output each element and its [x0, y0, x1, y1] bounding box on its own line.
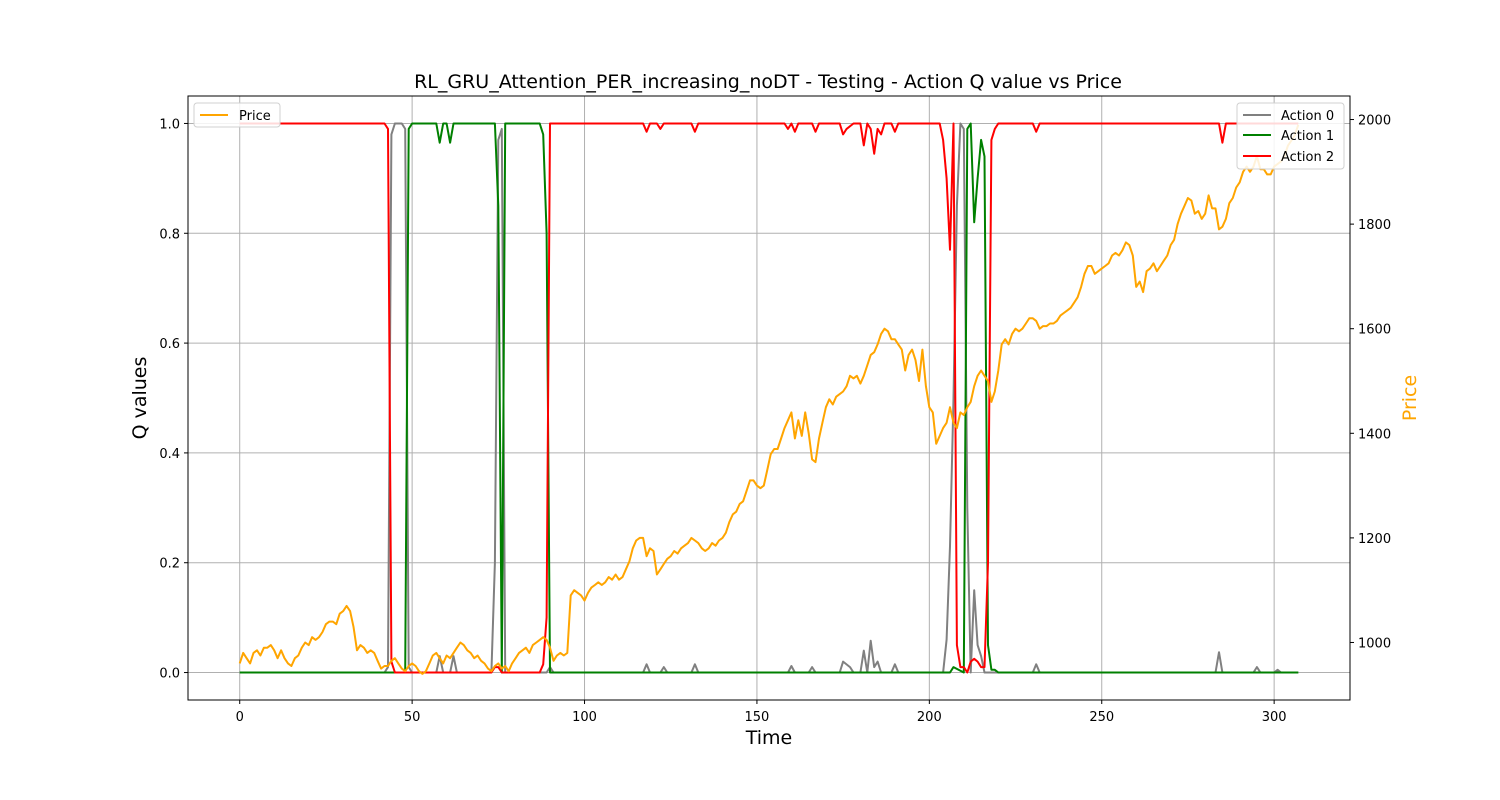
y-tick-label: 0.8	[159, 227, 180, 242]
plot-frame	[187, 95, 1351, 701]
x-axis-ticks: 0 50 100 150 200 250 300	[236, 700, 1287, 725]
right-y-tick-label: 1600	[1358, 323, 1391, 338]
series-line-price	[238, 124, 1300, 675]
x-tick-label: 300	[1262, 710, 1287, 725]
legend-price: Price	[193, 102, 281, 128]
x-axis-label: Time	[745, 727, 793, 749]
right-y-tick-label: 2000	[1358, 114, 1391, 129]
y-axis-label: Q values	[129, 357, 151, 440]
price-series	[238, 124, 1300, 675]
y-axis-ticks: 0.0 0.2 0.4 0.6 0.8 1.0	[159, 117, 188, 682]
right-y-tick-label: 1400	[1358, 427, 1391, 442]
chart-title: RL_GRU_Attention_PER_increasing_noDT - T…	[414, 71, 1122, 93]
series-line-action-1	[239, 122, 1299, 674]
legend-actions-box	[1236, 102, 1345, 170]
series-line-action-0	[239, 122, 1299, 674]
right-y-tick-label: 1200	[1358, 532, 1391, 547]
legend-price-box	[193, 102, 281, 128]
y-tick-label: 0.0	[159, 667, 180, 682]
q-value-series	[239, 122, 1299, 674]
legend-action0-label: Action 0	[1281, 109, 1334, 124]
legend-price-label: Price	[239, 109, 271, 124]
x-tick-label: 0	[236, 710, 244, 725]
series-line-action-2	[239, 122, 1299, 674]
x-tick-label: 250	[1089, 710, 1114, 725]
y-tick-label: 0.6	[159, 337, 180, 352]
x-tick-label: 50	[404, 710, 421, 725]
right-y-axis-ticks: 1000 1200 1400 1600 1800 2000	[1350, 114, 1391, 651]
legend-actions: Action 0 Action 1 Action 2	[1236, 102, 1345, 170]
right-y-axis-label: Price	[1399, 375, 1421, 421]
y-tick-label: 1.0	[159, 117, 180, 132]
right-y-tick-label: 1800	[1358, 218, 1391, 233]
x-tick-label: 200	[917, 710, 942, 725]
x-tick-label: 150	[745, 710, 770, 725]
legend-action2-label: Action 2	[1281, 150, 1334, 165]
legend-action1-label: Action 1	[1281, 129, 1334, 144]
x-tick-label: 100	[572, 710, 597, 725]
y-tick-label: 0.2	[159, 557, 180, 572]
y-tick-label: 0.4	[159, 447, 180, 462]
right-y-tick-label: 1000	[1358, 636, 1391, 651]
